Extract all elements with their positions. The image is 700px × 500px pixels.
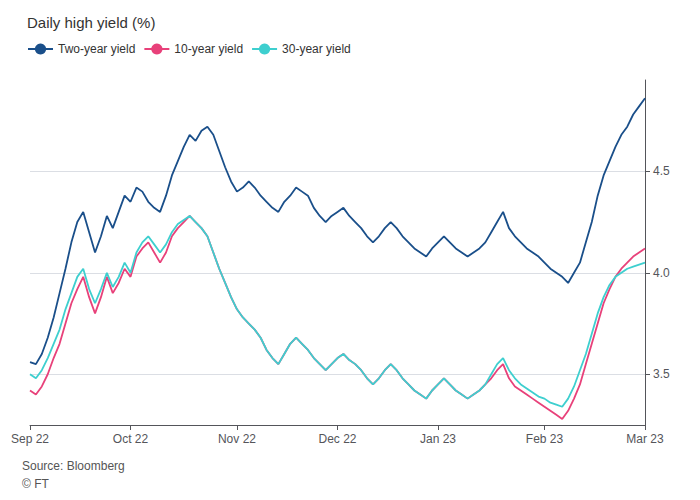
svg-text:3.5: 3.5 — [653, 367, 670, 381]
svg-text:Jan 23: Jan 23 — [420, 432, 456, 446]
svg-text:Mar 23: Mar 23 — [626, 432, 664, 446]
svg-text:© FT: © FT — [22, 477, 50, 491]
svg-text:Dec 22: Dec 22 — [318, 432, 356, 446]
svg-text:10-year yield: 10-year yield — [174, 42, 243, 56]
svg-text:Oct 22: Oct 22 — [113, 432, 149, 446]
svg-text:Nov 22: Nov 22 — [218, 432, 256, 446]
svg-text:Daily high yield (%): Daily high yield (%) — [27, 14, 155, 31]
svg-text:4.0: 4.0 — [653, 266, 670, 280]
svg-text:Sep 22: Sep 22 — [11, 432, 49, 446]
svg-text:Two-year yield: Two-year yield — [58, 42, 135, 56]
svg-text:30-year yield: 30-year yield — [282, 42, 351, 56]
svg-text:4.5: 4.5 — [653, 164, 670, 178]
svg-text:Source: Bloomberg: Source: Bloomberg — [22, 459, 125, 473]
svg-text:Feb 23: Feb 23 — [526, 432, 564, 446]
